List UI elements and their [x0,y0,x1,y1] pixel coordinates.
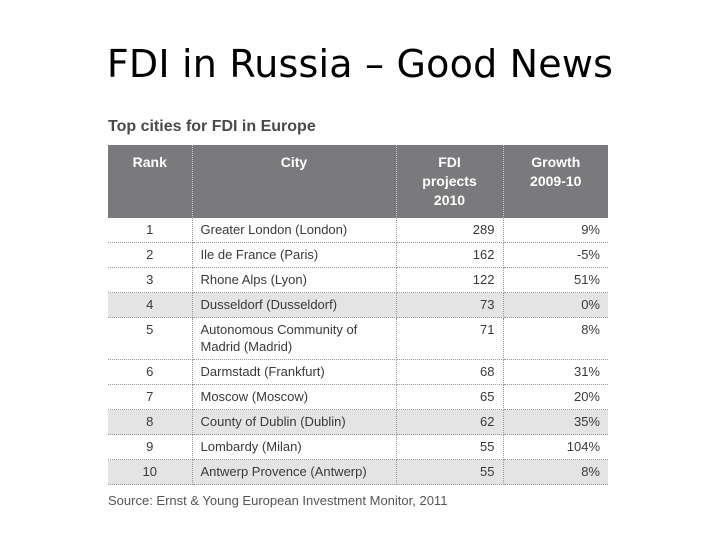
header-city: City [192,145,397,218]
table-row: 8 County of Dublin (Dublin) 62 35% [108,409,608,435]
cell-rank: 10 [108,459,193,485]
cell-growth: 9% [503,218,608,243]
cell-city: Rhone Alps (Lyon) [192,267,397,293]
cell-growth: 51% [503,267,608,293]
cell-city: Darmstadt (Frankfurt) [192,359,397,385]
cell-city: Moscow (Moscow) [192,384,397,410]
slide-title: FDI in Russia – Good News [106,42,614,86]
table-row: 5 Autonomous Community of Madrid (Madrid… [108,317,608,360]
table-row: 3 Rhone Alps (Lyon) 122 51% [108,267,608,293]
table-row: 6 Darmstadt (Frankfurt) 68 31% [108,359,608,385]
table-row: 4 Dusseldorf (Dusseldorf) 73 0% [108,292,608,318]
cell-city: Autonomous Community of Madrid (Madrid) [192,317,397,360]
cell-rank: 8 [108,409,193,435]
table-row: 10 Antwerp Provence (Antwerp) 55 8% [108,459,608,485]
header-growth-line1: Growth [531,154,581,170]
cell-rank: 7 [108,384,193,410]
cell-growth: -5% [503,242,608,268]
cell-projects: 65 [396,384,504,410]
table-caption: Top cities for FDI in Europe [108,118,316,135]
table-header-row: Rank City FDI projects 2010 Growth 2009-… [108,145,608,218]
source-note: Source: Ernst & Young European Investmen… [108,493,448,508]
cell-rank: 6 [108,359,193,385]
cell-growth: 0% [503,292,608,318]
cell-city: Ile de France (Paris) [192,242,397,268]
header-fdi-projects: FDI projects 2010 [396,145,504,218]
cell-projects: 289 [396,218,504,243]
cell-growth: 8% [503,459,608,485]
cell-rank: 9 [108,434,193,460]
cell-city: Antwerp Provence (Antwerp) [192,459,397,485]
cell-growth: 35% [503,409,608,435]
header-city-label: City [280,154,308,170]
cell-projects: 71 [396,317,504,360]
cell-city: County of Dublin (Dublin) [192,409,397,435]
table-row: 7 Moscow (Moscow) 65 20% [108,384,608,410]
cell-projects: 122 [396,267,504,293]
table-row: 9 Lombardy (Milan) 55 104% [108,434,608,460]
header-growth-line2: 2009-10 [530,173,582,189]
cell-city: Lombardy (Milan) [192,434,397,460]
fdi-cities-table: Rank City FDI projects 2010 Growth 2009-… [108,145,608,485]
cell-growth: 20% [503,384,608,410]
header-projects-line1: FDI [438,154,461,170]
cell-projects: 162 [396,242,504,268]
cell-projects: 62 [396,409,504,435]
header-projects-line3: 2010 [433,192,466,208]
cell-rank: 2 [108,242,193,268]
header-projects-line2: projects [422,173,477,189]
cell-city: Dusseldorf (Dusseldorf) [192,292,397,318]
cell-projects: 55 [396,459,504,485]
cell-rank: 4 [108,292,193,318]
cell-growth: 104% [503,434,608,460]
cell-projects: 68 [396,359,504,385]
cell-rank: 1 [108,218,193,243]
table-row: 1 Greater London (London) 289 9% [108,218,608,243]
header-rank-label: Rank [132,154,167,170]
cell-rank: 3 [108,267,193,293]
header-rank: Rank [108,145,193,218]
cell-growth: 31% [503,359,608,385]
cell-city: Greater London (London) [192,218,397,243]
cell-growth: 8% [503,317,608,360]
cell-projects: 55 [396,434,504,460]
cell-rank: 5 [108,317,193,360]
table-row: 2 Ile de France (Paris) 162 -5% [108,242,608,268]
header-growth: Growth 2009-10 [503,145,608,218]
cell-projects: 73 [396,292,504,318]
